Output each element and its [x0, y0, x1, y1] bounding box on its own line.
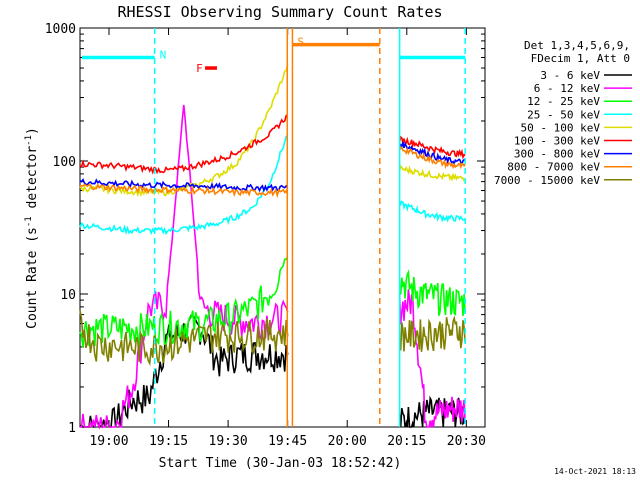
annotation-label: N — [160, 49, 167, 62]
series-100-300keV — [79, 113, 466, 175]
legend-label: 3 - 6 keV — [540, 69, 600, 82]
y-axis-label-sup1: -1 — [24, 216, 34, 227]
series-line-post — [398, 164, 466, 182]
annotation-label: F — [196, 62, 203, 75]
y-tick-label: 10 — [60, 288, 76, 303]
legend-label: 6 - 12 keV — [534, 82, 601, 95]
legend: Det 1,3,4,5,6,9, FDecim 1, Att 0 3 - 6 k… — [494, 39, 632, 187]
y-axis-label-end: ) — [25, 127, 40, 135]
legend-label: 100 - 300 keV — [514, 135, 600, 148]
annotation-label: S — [297, 36, 304, 49]
plot-frame — [79, 27, 486, 428]
series-line-pre — [79, 182, 289, 199]
series-line-post — [398, 200, 466, 223]
x-tick-label: 20:30 — [447, 434, 486, 449]
plot-area — [79, 27, 486, 428]
y-tick-label: 1000 — [45, 22, 76, 37]
series-7000-15000keV — [79, 310, 466, 367]
y-axis-label: Count Rate (s-1 detector-1) — [24, 127, 40, 329]
series-line-post — [398, 395, 466, 428]
x-tick-label: 19:30 — [209, 434, 248, 449]
y-tick-label: 100 — [53, 155, 76, 170]
legend-label: 25 - 50 keV — [527, 108, 600, 121]
series-800-7000keV — [79, 145, 466, 199]
series-line-pre — [79, 178, 289, 193]
y-axis-label-main: Count Rate (s — [25, 227, 40, 329]
series-line-pre — [79, 256, 289, 348]
series-layer — [79, 63, 466, 430]
legend-label: 50 - 100 keV — [521, 121, 601, 134]
series-line-pre — [79, 314, 289, 429]
y-tick-label: 1 — [68, 421, 76, 436]
x-tick-label: 19:00 — [89, 434, 128, 449]
x-tick-label: 19:15 — [149, 434, 188, 449]
series-line-post — [398, 289, 466, 428]
series-line-post — [398, 315, 466, 352]
x-tick-label: 19:45 — [268, 434, 307, 449]
legend-header-line-1: Det 1,3,4,5,6,9, — [524, 39, 630, 52]
series-line-pre — [79, 63, 289, 198]
legend-label: 300 - 800 keV — [514, 148, 600, 161]
series-line-pre — [79, 310, 289, 367]
footer-timestamp: 14-Oct-2021 18:13 — [554, 467, 636, 476]
axis-ticks: 19:00 19:15 19:30 19:45 20:00 20:15 20:30 1 10 10… — [45, 22, 486, 449]
x-axis-label: Start Time (30-Jan-03 18:52:42) — [159, 456, 402, 471]
chart-title: RHESSI Observing Summary Count Rates — [117, 3, 442, 21]
x-tick-label: 20:00 — [328, 434, 367, 449]
series-line-pre — [79, 134, 289, 236]
series-line-post — [398, 145, 466, 170]
y-axis-label-mid: detector — [25, 146, 40, 217]
legend-header-line-2: FDecim 1, Att 0 — [531, 52, 630, 65]
series-line-pre — [80, 104, 289, 430]
series-line-post — [398, 135, 466, 160]
y-axis-label-sup2: -1 — [24, 135, 34, 146]
series-line-pre — [79, 113, 289, 175]
legend-label: 7000 - 15000 keV — [494, 174, 600, 187]
series-3-6keV — [79, 314, 466, 429]
legend-label: 800 - 7000 keV — [507, 161, 600, 174]
legend-label: 12 - 25 keV — [527, 95, 600, 108]
annotation-layer: N F S — [82, 28, 466, 427]
series-6-12keV — [80, 104, 466, 430]
series-line-post — [398, 269, 466, 317]
x-tick-label: 20:15 — [387, 434, 426, 449]
series-25-50keV — [79, 134, 466, 236]
